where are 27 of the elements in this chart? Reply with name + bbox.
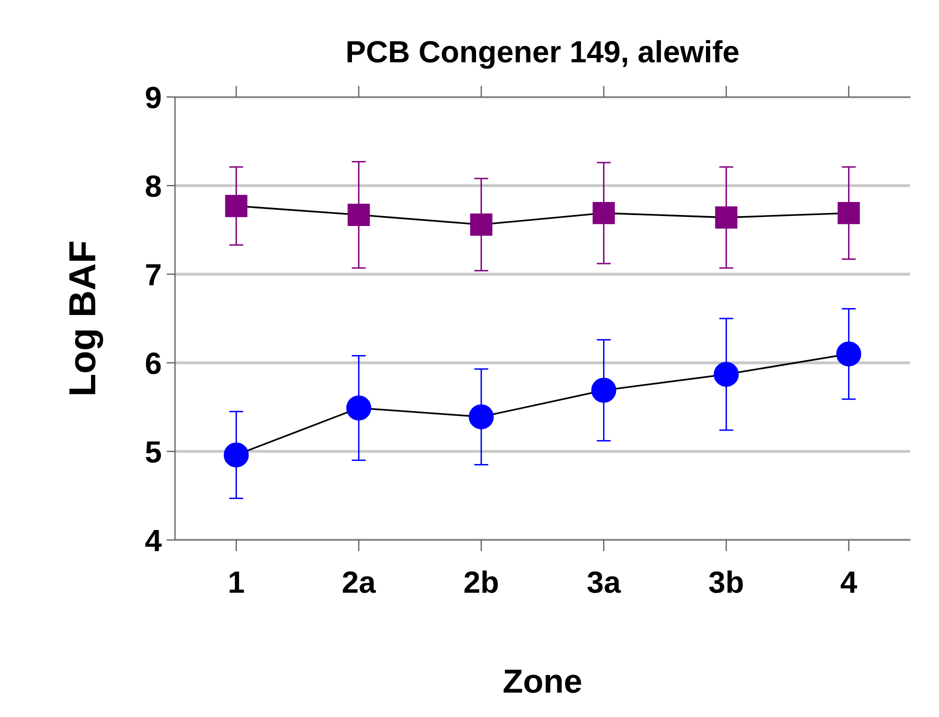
point	[468, 404, 494, 430]
point	[346, 395, 372, 420]
x-tick-label: 2b	[464, 570, 498, 593]
x-tick-label: 2a	[342, 571, 376, 593]
point	[836, 341, 862, 366]
y-tick-label: 4	[145, 530, 162, 552]
point	[470, 213, 492, 236]
x-tick-label: 1	[230, 572, 244, 593]
point	[715, 206, 738, 229]
x-axis-title: Zone	[504, 670, 582, 693]
y-tick-label: 8	[146, 175, 161, 197]
x-tick-label: 4	[840, 572, 858, 593]
point	[592, 202, 615, 224]
point	[838, 202, 860, 224]
x-tick-label: 3a	[587, 571, 621, 594]
y-tick-label: 5	[146, 441, 161, 463]
point	[714, 362, 739, 387]
point	[348, 204, 370, 226]
chart-title: PCB Congener 149, alewife	[348, 40, 738, 69]
point	[225, 194, 248, 218]
point	[224, 442, 249, 468]
x-tick-label: 3b	[709, 570, 743, 594]
y-tick-label: 9	[146, 86, 161, 108]
y-tick-label: 7	[146, 264, 160, 286]
y-tick-label: 6	[146, 352, 161, 374]
point	[591, 378, 616, 403]
y-axis-title: Log BAF	[69, 242, 104, 394]
